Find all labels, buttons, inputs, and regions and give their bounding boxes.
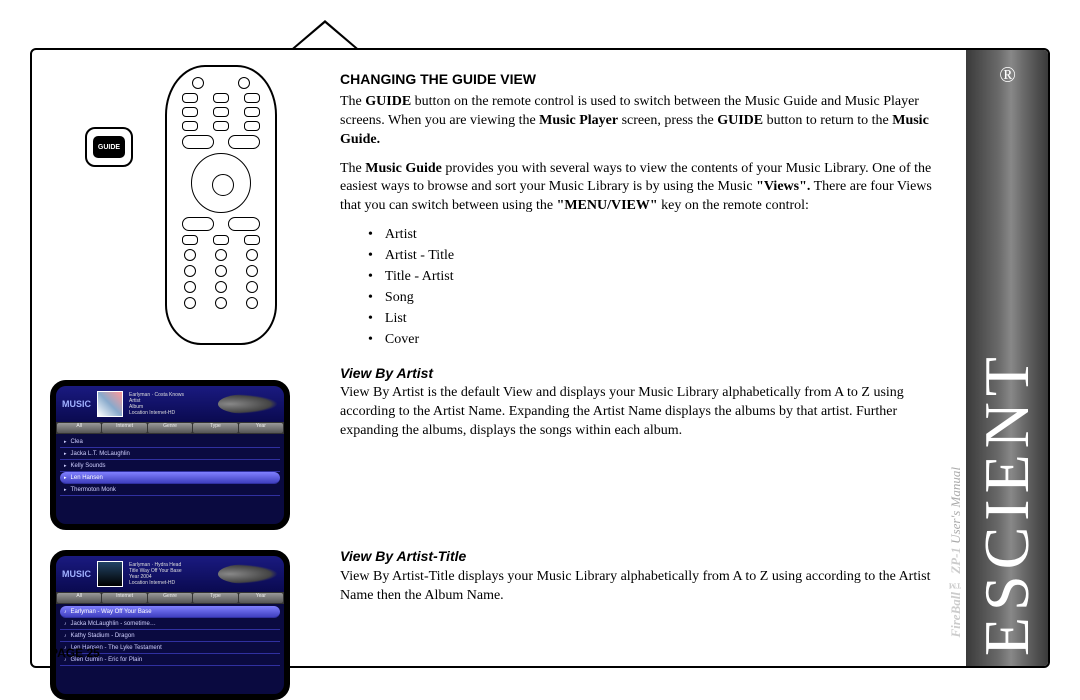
album-cover-icon: [97, 391, 123, 417]
bold-text: GUIDE: [717, 113, 763, 128]
list-item: Artist - Title: [368, 247, 950, 266]
screenshot-view-by-artist: MUSIC Earlyman · Costa KnowsArtistAlbumL…: [50, 380, 290, 530]
tab-item: Year: [239, 593, 283, 603]
guide-button-label: GUIDE: [93, 136, 125, 158]
list-item: Jacka McLaughlin - sometime…: [60, 618, 280, 630]
page-tab-notch: [290, 20, 360, 50]
manual-label: User's Manual: [948, 467, 963, 544]
text: key on the remote control:: [658, 198, 809, 213]
paragraph-1: The GUIDE button on the remote control i…: [340, 93, 950, 150]
thumb-tabs: All Internet Genre Type Year: [56, 422, 284, 434]
thumb-music-label: MUSIC: [62, 569, 91, 579]
thumb-music-label: MUSIC: [62, 399, 91, 409]
tab-item: Genre: [148, 593, 192, 603]
bold-text: Music Guide: [365, 161, 442, 176]
subsection-heading: View By Artist: [340, 364, 950, 383]
product-line: FireBall™ ZP-1: [948, 548, 963, 638]
thumb-tabs: All Internet Genre Type Year: [56, 592, 284, 604]
bold-text: Music Player: [539, 113, 618, 128]
thumb-list: Clea Jacka L.T. McLaughlin Kelly Sounds …: [56, 434, 284, 498]
tab-item: Internet: [102, 423, 146, 433]
text-column: CHANGING THE GUIDE VIEW The GUIDE button…: [340, 70, 950, 616]
album-cover-icon: [97, 561, 123, 587]
views-list: Artist Artist - Title Title - Artist Son…: [368, 226, 950, 349]
screenshot-view-by-artist-title: MUSIC Earlyman · Hydra HeadTitle Way Off…: [50, 550, 290, 700]
spacer: [340, 451, 950, 541]
remote-body: [165, 65, 277, 345]
list-item: Song: [368, 289, 950, 308]
registered-mark: ®: [999, 62, 1016, 88]
remote-illustration: GUIDE: [165, 65, 295, 355]
list-item: Len Hansen: [60, 472, 280, 484]
bold-text: GUIDE: [365, 94, 411, 109]
content-area: GUIDE MUSIC Earlyman · Costa: [50, 70, 940, 650]
tab-item: All: [57, 423, 101, 433]
list-item: Thermoton Monk: [60, 484, 280, 496]
tab-item: All: [57, 593, 101, 603]
subsection-body: View By Artist-Title displays your Music…: [340, 568, 950, 606]
escient-swoosh-icon: [218, 564, 278, 584]
page-number: PAGE 25: [50, 646, 100, 660]
list-item: Cover: [368, 331, 950, 350]
text: The: [340, 94, 365, 109]
list-item: List: [368, 310, 950, 329]
text: screen, press the: [618, 113, 717, 128]
thumb-metadata: Earlyman · Hydra HeadTitle Way Off Your …: [129, 562, 212, 586]
list-item: Kelly Sounds: [60, 460, 280, 472]
tab-item: Internet: [102, 593, 146, 603]
guide-button-callout: GUIDE: [85, 127, 133, 167]
list-item: Title - Artist: [368, 268, 950, 287]
thumb-metadata: Earlyman · Costa KnowsArtistAlbumLocatio…: [129, 392, 212, 416]
text: button to return to the: [763, 113, 892, 128]
brand-logo: ESCIENT: [978, 351, 1036, 656]
tab-item: Year: [239, 423, 283, 433]
bold-text: "MENU/VIEW": [557, 198, 658, 213]
tab-item: Genre: [148, 423, 192, 433]
escient-swoosh-icon: [218, 394, 278, 414]
list-item: Clea: [60, 436, 280, 448]
text: The: [340, 161, 365, 176]
section-heading: CHANGING THE GUIDE VIEW: [340, 70, 950, 89]
product-subtitle: FireBall™ ZP-1 User's Manual: [948, 467, 964, 638]
list-item: Earlyman - Way Off Your Base: [60, 606, 280, 618]
subsection-heading: View By Artist-Title: [340, 547, 950, 566]
list-item: Jacka L.T. McLaughlin: [60, 448, 280, 460]
left-column: GUIDE MUSIC Earlyman · Costa: [50, 70, 320, 700]
tab-item: Type: [193, 593, 237, 603]
list-item: Artist: [368, 226, 950, 245]
list-item: Kathy Stadium - Dragon: [60, 630, 280, 642]
subsection-body: View By Artist is the default View and d…: [340, 384, 950, 441]
paragraph-2: The Music Guide provides you with severa…: [340, 160, 950, 217]
bold-text: "Views".: [756, 179, 810, 194]
brand-sidebar: ® ESCIENT: [966, 50, 1048, 666]
tab-item: Type: [193, 423, 237, 433]
